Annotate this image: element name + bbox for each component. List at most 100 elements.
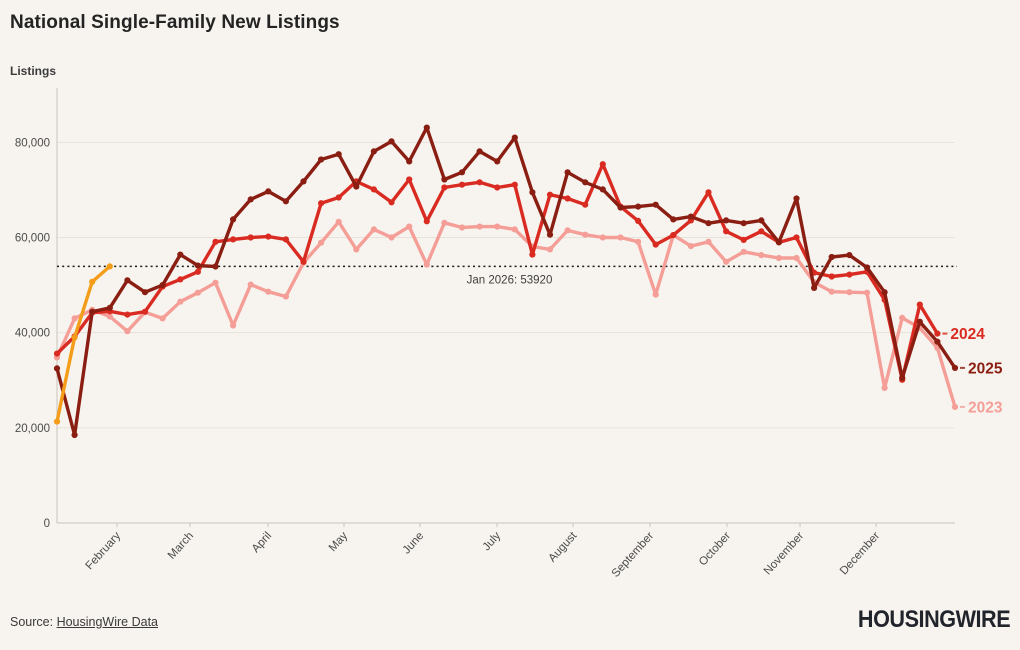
grid-and-axes: 0 20,000 40,000 60,000 80,000 February March Ap… xyxy=(15,88,955,580)
page-title: National Single-Family New Listings xyxy=(10,12,340,33)
data-point xyxy=(247,234,254,241)
data-point xyxy=(511,226,518,233)
data-point xyxy=(265,188,272,195)
data-point xyxy=(106,313,113,320)
data-point xyxy=(582,179,589,186)
data-point xyxy=(863,289,871,296)
data-point xyxy=(687,213,695,220)
data-point xyxy=(899,314,906,321)
data-point xyxy=(564,195,571,202)
data-point xyxy=(775,254,783,262)
data-point xyxy=(282,198,289,205)
data-point xyxy=(212,238,219,245)
series-end-label-2024: 2024 xyxy=(950,326,985,343)
data-point xyxy=(370,148,377,155)
data-point xyxy=(230,236,237,243)
y-tick-label: 0 xyxy=(44,518,50,530)
data-point xyxy=(846,271,853,278)
data-point xyxy=(828,288,835,295)
data-point xyxy=(318,200,325,207)
y-tick-label: 80,000 xyxy=(15,137,50,149)
data-point xyxy=(670,232,677,239)
data-point xyxy=(546,191,554,198)
data-point xyxy=(529,189,536,196)
data-point xyxy=(353,183,360,190)
data-point xyxy=(723,258,730,265)
data-point xyxy=(124,277,131,284)
data-point xyxy=(476,179,483,186)
data-point xyxy=(476,148,483,155)
data-point xyxy=(881,384,888,391)
data-point xyxy=(177,298,184,305)
data-point xyxy=(916,301,923,308)
data-point xyxy=(458,181,466,188)
data-point xyxy=(635,217,642,224)
data-point xyxy=(934,338,941,345)
data-point xyxy=(951,364,959,371)
housingwire-logo: HOUSINGWIRE xyxy=(857,606,1011,633)
data-point xyxy=(740,236,747,243)
data-point xyxy=(265,233,272,240)
y-tick-label: 40,000 xyxy=(15,328,50,340)
data-point xyxy=(230,322,237,329)
data-point xyxy=(793,254,800,262)
x-tick-label: October xyxy=(697,530,733,569)
y-tick-label: 60,000 xyxy=(15,233,50,245)
data-point xyxy=(406,176,413,183)
data-point xyxy=(916,318,923,325)
data-point xyxy=(423,218,430,225)
data-point xyxy=(758,228,765,235)
data-point xyxy=(723,217,730,224)
data-point xyxy=(141,308,149,315)
data-point xyxy=(511,181,518,188)
source-note: Source: HousingWire Data xyxy=(10,615,158,629)
data-point xyxy=(212,263,219,270)
data-point xyxy=(159,315,166,322)
x-tick-label: April xyxy=(250,530,274,555)
series-2023: 2023 xyxy=(53,218,1003,416)
data-point xyxy=(177,251,184,258)
reference-line-label: Jan 2026: 53920 xyxy=(467,274,553,286)
data-point xyxy=(811,284,818,291)
x-tick-label: August xyxy=(546,529,579,564)
data-point xyxy=(318,156,325,163)
series-end-label-2023: 2023 xyxy=(968,399,1003,416)
x-tick-label: November xyxy=(762,530,807,578)
data-point xyxy=(194,262,201,269)
data-point xyxy=(828,253,835,261)
data-point xyxy=(652,291,659,298)
series-end-label-2025: 2025 xyxy=(968,360,1003,377)
source-link[interactable]: HousingWire Data xyxy=(56,615,158,629)
data-point xyxy=(934,330,941,337)
data-point xyxy=(899,374,906,381)
data-point xyxy=(335,151,342,158)
data-point xyxy=(758,252,765,259)
data-point xyxy=(635,203,642,210)
data-point xyxy=(282,293,289,300)
data-point xyxy=(793,234,800,241)
data-point xyxy=(71,334,78,341)
data-point xyxy=(705,189,712,196)
data-point xyxy=(212,279,219,286)
x-tick-label: December xyxy=(838,530,883,578)
data-point xyxy=(194,289,201,296)
data-point xyxy=(476,223,483,230)
data-point xyxy=(353,246,360,253)
data-point xyxy=(106,263,113,270)
series-2024: 2024 xyxy=(53,161,985,383)
data-point xyxy=(89,308,96,315)
data-point xyxy=(617,204,624,211)
data-point xyxy=(230,216,237,223)
data-point xyxy=(828,273,835,280)
data-point xyxy=(494,158,501,165)
data-point xyxy=(159,282,166,289)
data-point xyxy=(370,186,377,193)
data-point xyxy=(775,239,783,246)
data-point xyxy=(441,184,448,191)
data-point xyxy=(635,238,642,245)
data-point xyxy=(423,261,430,268)
data-point xyxy=(863,264,871,271)
data-point xyxy=(124,328,131,335)
data-point xyxy=(370,226,377,233)
